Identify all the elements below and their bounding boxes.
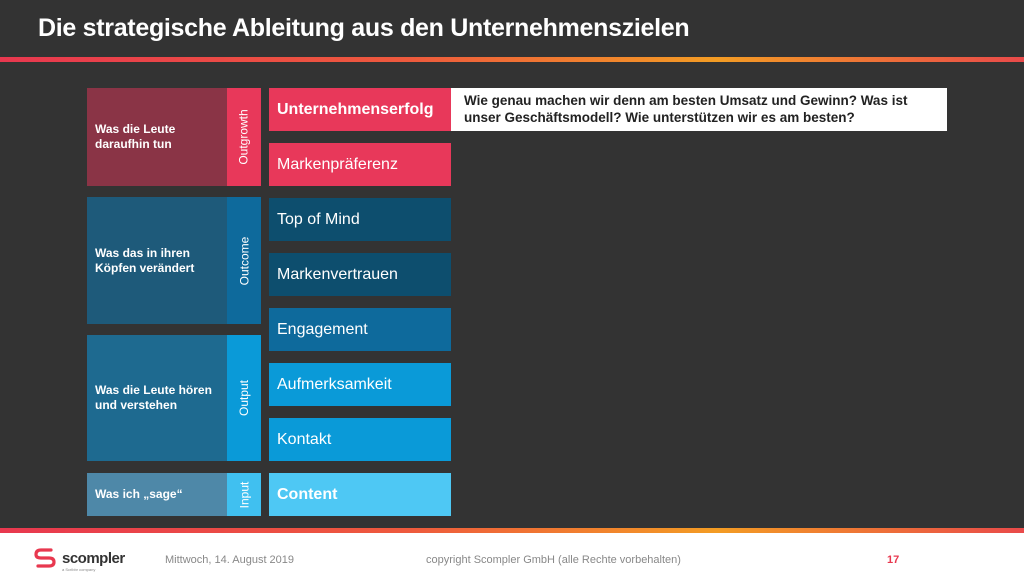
step-markenvertrauen: Markenvertrauen — [269, 253, 451, 296]
group-label-text: Was die Leute hören und verstehen — [95, 383, 212, 412]
group-label-text: Was ich „sage“ — [95, 487, 183, 501]
step-aufmerksamkeit: Aufmerksamkeit — [269, 363, 451, 406]
group-label-output: Was die Leute hören und verstehen — [87, 335, 227, 461]
group-tag-text: Input — [236, 481, 251, 508]
step-top-of-mind: Top of Mind — [269, 198, 451, 241]
top-accent-bar — [0, 57, 1024, 62]
question-box: Wie genau machen wir denn am besten Umsa… — [451, 88, 947, 131]
step-content: Content — [269, 473, 451, 516]
scompler-logo-icon — [34, 548, 56, 568]
group-tag-text: Outgrowth — [237, 109, 252, 165]
step-unternehmenserfolg: Unternehmenserfolg — [269, 88, 451, 131]
scompler-logo: scompler — [34, 547, 125, 569]
logo-subtitle: a Scribbr company — [62, 567, 96, 572]
footer-copyright: copyright Scompler GmbH (alle Rechte vor… — [426, 554, 681, 566]
group-label-text: Was das in ihren Köpfen verändert — [95, 245, 195, 275]
group-label-input: Was ich „sage“ — [87, 473, 227, 516]
group-tag-input: Input — [227, 473, 261, 516]
group-tag-text: Outcome — [237, 236, 251, 285]
slide: Die strategische Ableitung aus den Unter… — [0, 0, 1024, 533]
group-tag-outgrowth: Outgrowth — [227, 88, 261, 186]
footer-date: Mittwoch, 14. August 2019 — [165, 554, 295, 566]
footer — [0, 533, 1024, 576]
group-label-outgrowth: Was die Leute daraufhin tun — [87, 88, 227, 186]
bottom-accent-bar — [0, 528, 1024, 533]
step-engagement: Engagement — [269, 308, 451, 351]
logo-text: scompler — [62, 549, 125, 567]
slide-title: Die strategische Ableitung aus den Unter… — [38, 14, 690, 42]
group-tag-outcome: Outcome — [227, 197, 261, 324]
step-kontakt: Kontakt — [269, 418, 451, 461]
step-markenpraeferenz: Markenpräferenz — [269, 143, 451, 186]
group-label-outcome: Was das in ihren Köpfen verändert — [87, 197, 227, 324]
page-number: 17 — [887, 554, 900, 566]
group-tag-output: Output — [227, 335, 261, 461]
group-tag-text: Output — [237, 379, 251, 417]
group-label-text: Was die Leute daraufhin tun — [95, 122, 176, 151]
